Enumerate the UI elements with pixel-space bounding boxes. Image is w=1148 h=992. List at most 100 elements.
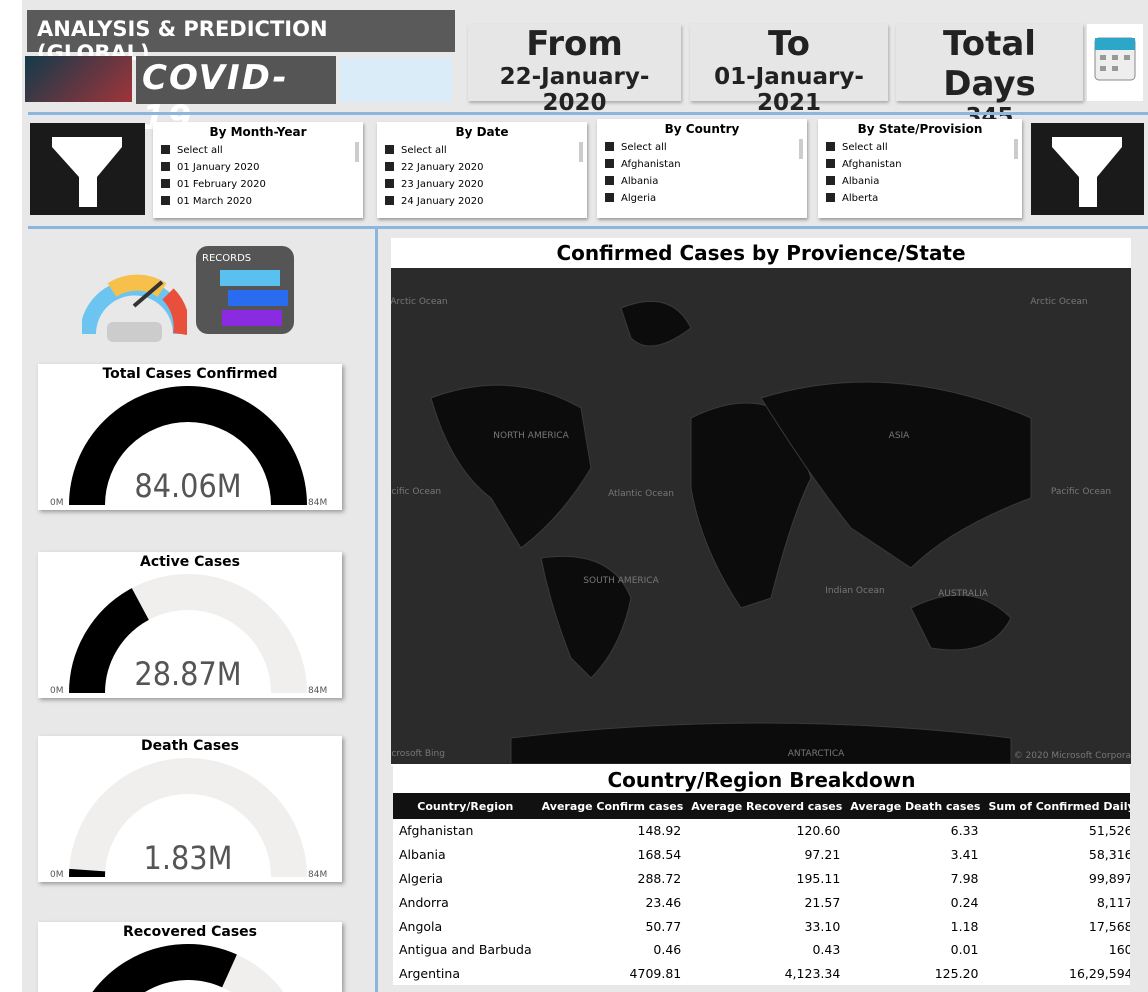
slicer-item[interactable]: Select all — [605, 142, 799, 153]
table-cell: 0.01 — [950, 942, 979, 958]
table-cell: 58,316 — [1088, 847, 1130, 863]
map-label: Pacific Ocean — [391, 487, 441, 497]
table-cell: 160 — [1108, 942, 1130, 958]
gauge-value — [69, 588, 150, 694]
from-label: From — [526, 24, 623, 64]
column-header: Average Recoverd cases — [687, 793, 847, 819]
table-cell: 125.20 — [934, 966, 979, 982]
gauge — [92, 944, 284, 992]
table-cell: 16,29,594 — [1069, 966, 1130, 982]
gauge-card: Active Cases 28.87M 0M 84M — [38, 552, 342, 698]
gauge-label: 84.06M — [134, 467, 241, 505]
table-panel: Country/Region Breakdown Country/Region A… — [393, 766, 1130, 985]
slicer-item[interactable]: 01 February 2020 — [161, 179, 355, 190]
total-label: Total Days — [943, 24, 1036, 104]
gauge-title: Recovered Cases — [123, 924, 257, 940]
table-title: Country/Region Breakdown — [607, 768, 916, 792]
table-cell: Algeria — [399, 870, 443, 886]
slicer-item[interactable]: Select all — [161, 145, 355, 156]
gauge-min: 0M — [50, 870, 64, 880]
table-cell: 97.21 — [804, 847, 841, 863]
slicer-item[interactable]: 22 January 2020 — [385, 162, 579, 173]
slicer[interactable]: By State/Provision Select all Afghanistan A… — [818, 119, 1022, 218]
column-header: Sum of Confirmed Daily — [984, 793, 1130, 819]
table-cell: 17,568 — [1088, 918, 1130, 934]
map-label: © 2020 Microsoft Corporation — [1014, 751, 1131, 761]
table-cell: Afghanistan — [399, 823, 474, 839]
scrollbar — [1014, 139, 1018, 159]
slicer-item[interactable]: Afghanistan — [605, 159, 799, 170]
table-cell: 4709.81 — [629, 966, 682, 982]
table-row: Albania 168.54 97.21 3.41 58,316 — [393, 843, 1130, 867]
slicer[interactable]: By Month-Year Select all 01 January 2020 01… — [153, 122, 363, 218]
table-row: Andorra 23.46 21.57 0.24 8,117 — [393, 890, 1130, 914]
table-cell: 1.18 — [950, 918, 979, 934]
map-label: SOUTH AMERICA — [583, 576, 659, 586]
slicer-item[interactable]: 23 January 2020 — [385, 179, 579, 190]
slicer-item[interactable]: Afghanistan — [826, 159, 1014, 170]
from-card: From 22-January-2020 — [468, 24, 681, 116]
map-label: Microsoft Bing — [391, 749, 445, 759]
slicer-item[interactable]: Alberta — [826, 193, 1014, 204]
filter-icon — [1031, 123, 1144, 215]
table-cell: 288.72 — [637, 870, 682, 886]
scrollbar — [799, 139, 803, 159]
map-label: Pacific Ocean — [1051, 487, 1111, 497]
slicer-title: By Month-Year — [209, 125, 307, 139]
map-panel: Confirmed Cases by Provience/State NORTH… — [391, 238, 1131, 766]
table-cell: 23.46 — [645, 894, 682, 910]
map-label: ANTARCTICA — [788, 749, 845, 759]
divider — [375, 229, 378, 992]
slicer-item[interactable]: Albania — [826, 176, 1014, 187]
gauge-min: 0M — [50, 686, 64, 696]
table-row: Antigua and Barbuda 0.46 0.43 0.01 160 — [393, 938, 1130, 962]
table-row: Algeria 288.72 195.11 7.98 99,897 — [393, 867, 1130, 891]
calendar-icon — [1087, 24, 1143, 101]
gauge-title: Active Cases — [139, 554, 240, 570]
gauge-max: 84M — [308, 498, 327, 508]
table-cell: 99,897 — [1088, 870, 1130, 886]
table-cell: 120.60 — [796, 823, 841, 839]
slicer-title: By Date — [455, 125, 509, 139]
records-label: RECORDS — [202, 253, 252, 264]
gauge: 1.83M 0M 84M — [50, 758, 327, 880]
title: ANALYSIS & PREDICTION (GLOBAL) — [27, 10, 455, 65]
table-cell: 50.77 — [645, 918, 682, 934]
table-cell: Argentina — [399, 966, 460, 982]
slicer[interactable]: By Date Select all 22 January 2020 23 Janua… — [377, 122, 587, 218]
gauge-title: Total Cases Confirmed — [102, 366, 278, 382]
slicer-title: By Country — [664, 122, 740, 136]
gauge-card: Total Cases Confirmed 84.06M 0M 84M — [38, 364, 342, 510]
gauge-value — [69, 386, 307, 506]
mask-image — [340, 58, 452, 102]
gauge-label: 1.83M — [144, 839, 233, 877]
table-cell: 51,526 — [1088, 823, 1130, 839]
table-cell: 4,123.34 — [784, 966, 841, 982]
slicer-item[interactable]: 01 March 2020 — [161, 196, 355, 207]
table-cell: 0.24 — [950, 894, 979, 910]
slicer-item[interactable]: 24 January 2020 — [385, 196, 579, 207]
slicer-item[interactable]: Select all — [826, 142, 1014, 153]
logo: COVID-19 — [136, 56, 336, 138]
table-cell: Angola — [399, 918, 443, 934]
records-icon: RECORDS — [196, 246, 294, 334]
column-header: Country/Region — [393, 793, 538, 819]
gauge-max: 84M — [308, 870, 327, 880]
gauge-title: Death Cases — [141, 738, 239, 754]
table-cell: 168.54 — [637, 847, 682, 863]
map-label: Indian Ocean — [825, 586, 884, 596]
slicer-item[interactable]: Select all — [385, 145, 579, 156]
slicer[interactable]: By Country Select all Afghanistan Albania Al… — [597, 119, 807, 218]
map-title: Confirmed Cases by Provience/State — [556, 241, 966, 265]
from-value: 22-January-2020 — [499, 64, 650, 116]
map-label: NORTH AMERICA — [493, 431, 569, 441]
slicer-item[interactable]: 01 January 2020 — [161, 162, 355, 173]
column-header: Average Death cases — [846, 793, 985, 819]
gauge: 84.06M 0M 84M — [50, 386, 327, 508]
table-row: Afghanistan 148.92 120.60 6.33 51,526 — [393, 819, 1130, 843]
gauge-icon — [80, 244, 190, 344]
slicer-item[interactable]: Algeria — [605, 193, 799, 204]
gauge-card: Recovered Cases — [38, 922, 342, 992]
slicer-item[interactable]: Albania — [605, 176, 799, 187]
breakdown-table: Country/Region Average Confirm cases Avera… — [393, 793, 1130, 985]
